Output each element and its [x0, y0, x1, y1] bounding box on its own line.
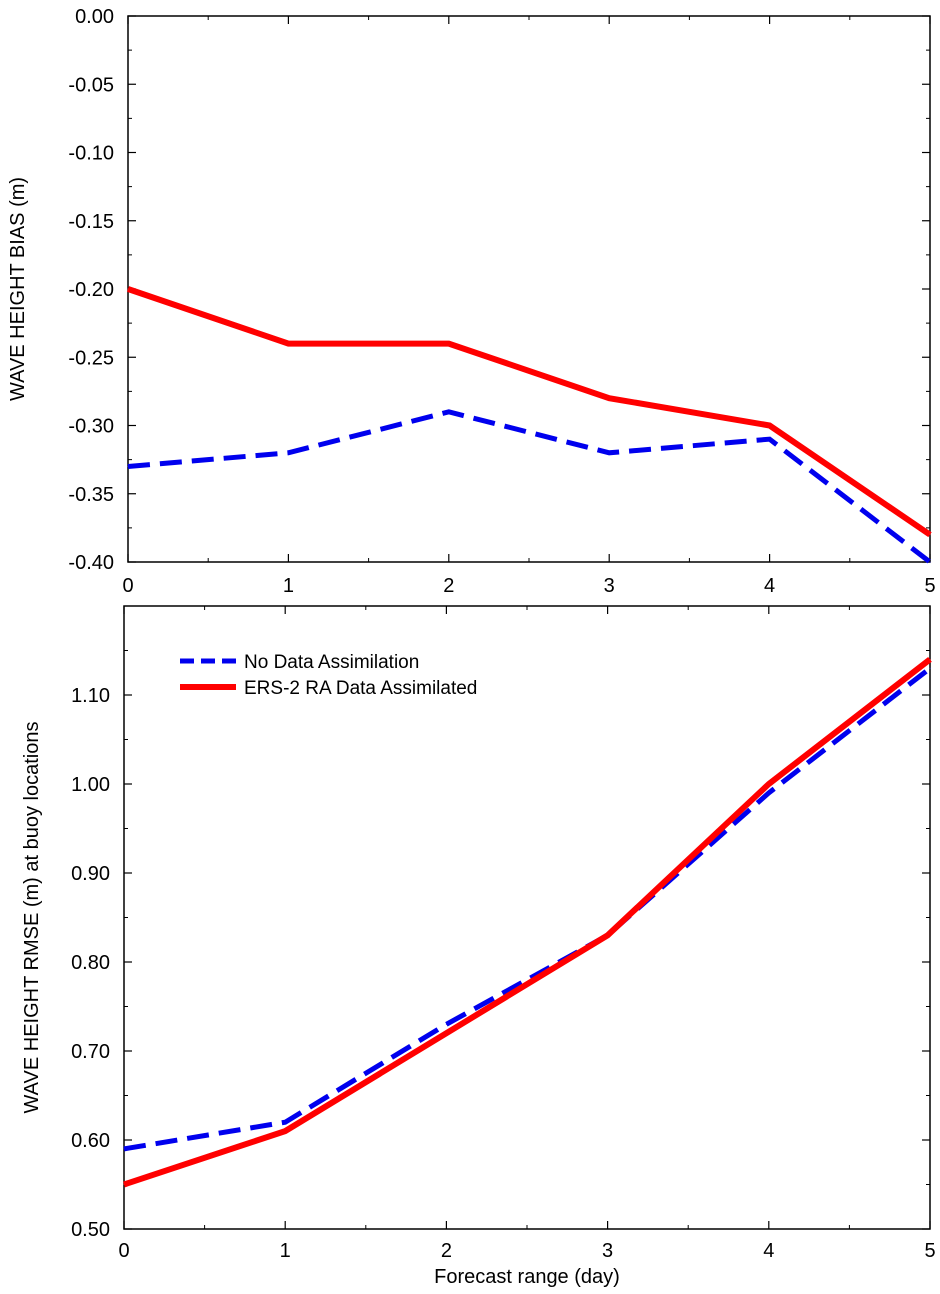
- rmse-series-line-dashed: [123, 666, 932, 1152]
- rmse-data-point: [284, 1130, 286, 1132]
- bias-x-tick-label: 2: [443, 575, 454, 597]
- rmse-x-tick-label: 3: [602, 1240, 613, 1262]
- bias-y-tick-label: -0.20: [68, 279, 114, 301]
- bias-data-point: [287, 452, 289, 454]
- rmse-data-point: [929, 667, 931, 669]
- bias-data-point: [608, 397, 610, 399]
- bias-x-tick-label: 4: [764, 575, 775, 597]
- rmse-data-point: [445, 1023, 447, 1025]
- bias-data-point: [608, 452, 610, 454]
- bias-y-tick-label: 0.00: [75, 6, 114, 28]
- bias-data-point: [448, 343, 450, 345]
- rmse-x-axis-title: Forecast range (day): [434, 1266, 620, 1288]
- legend-label: ERS-2 RA Data Assimilated: [244, 678, 477, 699]
- rmse-y-tick-label: 1.10: [71, 685, 110, 707]
- rmse-data-point: [284, 1121, 286, 1123]
- bias-y-tick-label: -0.35: [68, 484, 114, 506]
- bias-y-axis-title: WAVE HEIGHT BIAS (m): [7, 177, 29, 401]
- bias-x-tick-label: 1: [283, 575, 294, 597]
- rmse-legend: No Data Assimilation ERS-2 RA Data Assimi…: [180, 652, 477, 699]
- rmse-data-point: [607, 934, 609, 936]
- bias-data-point: [127, 465, 129, 467]
- bias-x-tick-label: 5: [924, 575, 935, 597]
- rmse-data-point: [929, 658, 931, 660]
- bias-data-point: [127, 288, 129, 290]
- bias-y-tick-label: -0.25: [68, 347, 114, 369]
- bias-data-point: [929, 534, 931, 536]
- bias-data-point: [769, 425, 771, 426]
- bias-y-tick-label: -0.30: [68, 416, 114, 438]
- rmse-y-tick-label: 1.00: [71, 774, 110, 796]
- bias-x-tick-label: 0: [122, 575, 133, 597]
- rmse-data-point: [445, 1032, 447, 1034]
- bias-y-tick-label: -0.40: [68, 552, 114, 574]
- bias-x-tick-label: 3: [604, 575, 615, 597]
- rmse-x-tick-label: 5: [924, 1240, 935, 1262]
- bias-series-line-solid: [127, 286, 932, 538]
- bias-plot-frame: [127, 15, 931, 563]
- bias-data-point: [929, 561, 931, 563]
- rmse-data-point: [123, 1184, 125, 1185]
- rmse-plot-frame: [123, 605, 931, 1230]
- rmse-y-tick-label: 0.70: [71, 1041, 110, 1063]
- rmse-y-tick-label: 0.80: [71, 952, 110, 974]
- rmse-x-tick-label: 2: [441, 1240, 452, 1262]
- rmse-x-tick-label: 4: [763, 1240, 774, 1262]
- rmse-data-point: [768, 783, 770, 785]
- rmse-y-tick-label: 0.60: [71, 1130, 110, 1152]
- rmse-x-tick-label: 0: [118, 1240, 129, 1262]
- legend-label: No Data Assimilation: [244, 652, 419, 673]
- rmse-chart: 0 1 2 3 4 5 0.50 0.60 0.70 0.80 0.90 1.00 1.10 WAVE H…: [21, 605, 936, 1288]
- rmse-series-line-solid: [123, 657, 932, 1188]
- rmse-y-tick-label: 0.50: [71, 1219, 110, 1241]
- rmse-data-point: [768, 792, 770, 794]
- bias-data-point: [448, 411, 450, 413]
- rmse-data-point: [123, 1148, 125, 1150]
- rmse-y-tick-label: 0.90: [71, 863, 110, 885]
- rmse-y-axis-title: WAVE HEIGHT RMSE (m) at buoy locations: [21, 722, 43, 1114]
- bias-y-tick-label: -0.15: [68, 211, 114, 233]
- bias-chart: 0 1 2 3 4 5 0.00 -0.05 -0.10 -0.15 -0.20 -0.25 -0.30…: [7, 6, 936, 597]
- bias-data-point: [287, 343, 289, 345]
- rmse-x-tick-label: 1: [280, 1240, 291, 1262]
- bias-y-tick-label: -0.05: [68, 74, 114, 96]
- bias-y-tick-label: -0.10: [68, 143, 114, 165]
- bias-series-line-dashed: [127, 409, 932, 564]
- bias-data-point: [769, 438, 771, 440]
